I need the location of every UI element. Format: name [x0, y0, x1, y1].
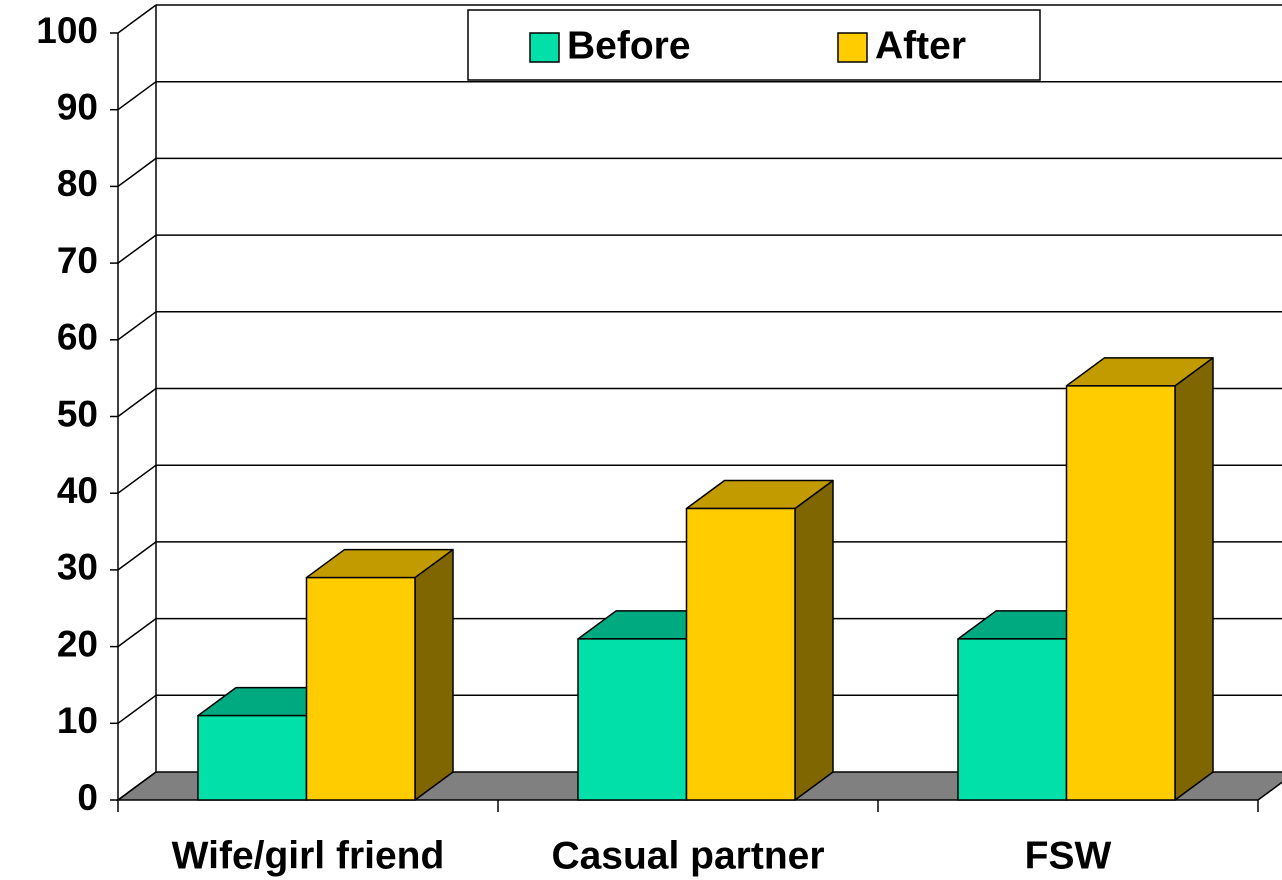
grid-line	[117, 234, 157, 264]
y-tick-label: 20	[57, 623, 98, 664]
y-tick-label: 90	[57, 86, 98, 127]
grid-line	[117, 387, 157, 418]
bar	[197, 714, 308, 801]
grid-line	[117, 81, 157, 111]
y-tick-label: 40	[57, 470, 98, 511]
y-tick-label: 0	[77, 777, 98, 818]
y-tick-label: 60	[57, 317, 98, 358]
grid-line	[117, 771, 157, 801]
bar-side	[414, 548, 454, 801]
y-tick-label: 30	[57, 547, 98, 588]
bar-side	[1174, 357, 1214, 801]
bar	[957, 638, 1068, 801]
x-tick-label: Casual partner	[551, 834, 824, 877]
grid-line	[117, 157, 157, 188]
grid-line	[117, 464, 157, 494]
bar	[685, 507, 796, 801]
legend-box	[467, 9, 1041, 81]
bar	[577, 638, 688, 801]
legend-label: After	[875, 24, 966, 67]
bar	[305, 576, 416, 801]
x-tick-label: FSW	[1025, 834, 1112, 877]
grid-line	[117, 617, 157, 648]
legend-swatch	[529, 32, 560, 63]
bar-side	[794, 479, 834, 801]
legend-label: Before	[567, 24, 691, 67]
legend-swatch	[837, 32, 868, 63]
x-tick-label: Wife/girl friend	[172, 834, 445, 877]
grid-line	[117, 311, 157, 341]
y-tick-label: 10	[57, 700, 98, 741]
y-tick-label: 80	[57, 163, 98, 204]
y-tick-label: 70	[57, 240, 98, 281]
grid-line	[117, 4, 157, 34]
grid-line	[117, 694, 157, 724]
grid-line	[117, 541, 157, 571]
y-tick-label: 50	[57, 393, 98, 434]
bar	[1065, 385, 1176, 801]
y-tick-label: 100	[36, 10, 98, 51]
